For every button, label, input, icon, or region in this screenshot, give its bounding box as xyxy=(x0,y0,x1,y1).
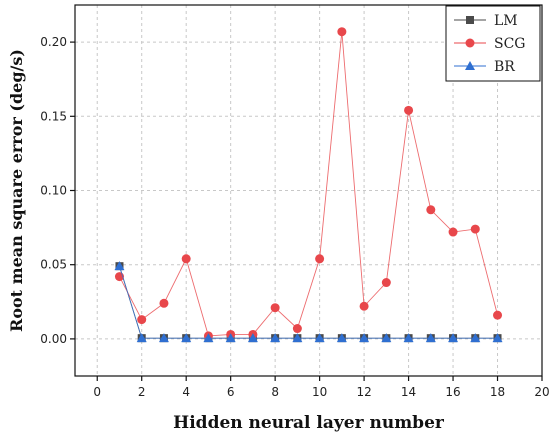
x-tick-label: 12 xyxy=(356,385,371,399)
data-point-br xyxy=(425,333,436,343)
data-point-scg xyxy=(359,301,369,311)
data-point-br xyxy=(359,333,370,343)
y-axis-title: Root mean square error (deg/s) xyxy=(7,49,26,332)
data-point-br xyxy=(448,333,459,343)
legend-marker xyxy=(465,38,475,48)
data-point-scg xyxy=(493,310,503,320)
data-point-scg xyxy=(315,254,325,264)
data-point-scg xyxy=(159,298,169,308)
data-point-br xyxy=(247,333,258,343)
series-lm xyxy=(115,262,502,343)
data-point-br xyxy=(225,333,236,343)
data-point-scg xyxy=(181,254,191,264)
data-point-br xyxy=(292,333,303,343)
legend-item-lm: LM xyxy=(454,13,518,29)
legend-label: LM xyxy=(494,13,518,29)
data-point-br xyxy=(136,333,147,343)
data-point-scg xyxy=(426,205,436,215)
x-tick-label: 0 xyxy=(93,385,101,399)
data-point-br xyxy=(181,333,192,343)
y-tick-label: 0.00 xyxy=(40,332,67,346)
legend-item-scg: SCG xyxy=(454,36,526,52)
y-axis-ticks: 0.00 0.05 0.10 0.15 0.20 xyxy=(40,35,75,346)
y-tick-label: 0.20 xyxy=(40,35,67,49)
y-tick-label: 0.15 xyxy=(40,109,67,123)
data-point-scg xyxy=(270,303,280,313)
series-br xyxy=(114,261,503,343)
data-point-br xyxy=(114,261,125,271)
x-tick-label: 20 xyxy=(534,385,549,399)
y-tick-label: 0.05 xyxy=(40,258,67,272)
data-point-br xyxy=(314,333,325,343)
x-tick-label: 10 xyxy=(312,385,327,399)
data-point-br xyxy=(158,333,169,343)
data-point-scg xyxy=(404,105,414,115)
legend-marker xyxy=(465,61,475,70)
x-tick-label: 6 xyxy=(227,385,235,399)
x-tick-label: 4 xyxy=(182,385,190,399)
x-tick-label: 2 xyxy=(138,385,146,399)
series-line-scg xyxy=(119,31,498,337)
data-point-scg xyxy=(292,324,302,334)
y-tick-label: 0.10 xyxy=(40,184,67,198)
data-point-br xyxy=(492,333,503,343)
data-point-br xyxy=(270,333,281,343)
x-tick-label: 8 xyxy=(271,385,279,399)
data-point-scg xyxy=(337,27,347,37)
legend-label: SCG xyxy=(494,36,526,52)
x-tick-label: 16 xyxy=(445,385,460,399)
series-line-br xyxy=(119,266,498,339)
legend-label: BR xyxy=(494,59,515,75)
legend-item-br: BR xyxy=(454,59,515,75)
data-point-br xyxy=(203,333,214,343)
series-line-lm xyxy=(119,266,498,339)
data-point-br xyxy=(470,333,481,343)
series-layer xyxy=(114,27,503,343)
data-point-scg xyxy=(448,227,458,237)
x-tick-label: 18 xyxy=(490,385,505,399)
x-axis-title: Hidden neural layer number xyxy=(173,413,445,433)
series-scg xyxy=(114,27,503,341)
legend-marker xyxy=(466,16,474,24)
legend: LM SCG BR xyxy=(445,5,541,82)
data-point-br xyxy=(403,333,414,343)
data-point-scg xyxy=(470,224,480,234)
data-point-br xyxy=(381,333,392,343)
data-point-br xyxy=(336,333,347,343)
data-point-scg xyxy=(381,278,391,288)
x-tick-label: 14 xyxy=(401,385,416,399)
data-point-scg xyxy=(137,315,147,325)
x-axis-ticks: 0 2 4 6 8 10 12 14 16 18 20 xyxy=(93,376,550,399)
